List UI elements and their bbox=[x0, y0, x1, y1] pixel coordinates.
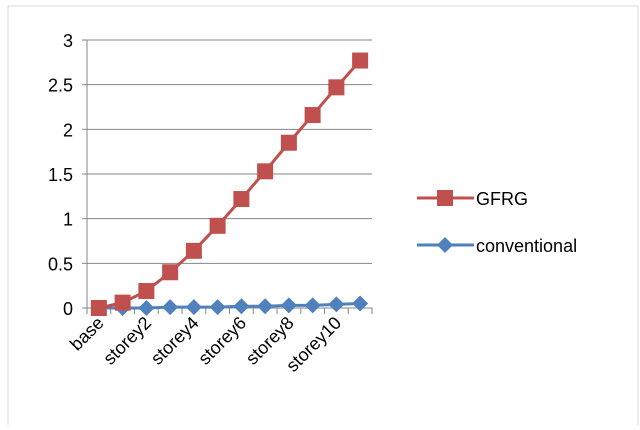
data-point bbox=[352, 295, 369, 312]
data-point bbox=[233, 191, 250, 208]
legend-marker bbox=[437, 237, 453, 253]
series-GFRG bbox=[90, 52, 369, 316]
legend-marker bbox=[437, 190, 453, 206]
y-tick-label: 0 bbox=[63, 299, 73, 319]
data-point bbox=[138, 283, 155, 300]
data-point bbox=[233, 298, 250, 315]
data-point bbox=[90, 300, 107, 316]
legend-item: GFRG bbox=[417, 189, 528, 209]
y-tick-label: 2 bbox=[63, 120, 73, 140]
data-point bbox=[304, 107, 321, 124]
data-point bbox=[138, 300, 155, 316]
data-point bbox=[280, 297, 297, 314]
data-point bbox=[209, 217, 226, 234]
series-conventional bbox=[90, 295, 369, 316]
y-tick-label: 1 bbox=[63, 210, 73, 230]
data-point bbox=[328, 79, 345, 96]
data-point bbox=[304, 297, 321, 314]
data-point bbox=[162, 264, 179, 281]
legend-item: conventional bbox=[417, 236, 577, 256]
y-tick-label: 2.5 bbox=[48, 76, 73, 96]
chart-border bbox=[7, 5, 639, 427]
series-layer bbox=[90, 52, 369, 316]
legend: GFRG conventional bbox=[417, 189, 577, 256]
data-point bbox=[114, 294, 131, 311]
y-tick-label: 0.5 bbox=[48, 254, 73, 274]
data-point bbox=[162, 299, 179, 316]
gridlines bbox=[87, 39, 372, 264]
data-point bbox=[185, 299, 202, 316]
legend-label: GFRG bbox=[476, 189, 528, 209]
data-point bbox=[257, 163, 274, 180]
data-point bbox=[280, 134, 297, 151]
data-point bbox=[257, 298, 274, 315]
y-tick-label: 1.5 bbox=[48, 165, 73, 185]
legend-label: conventional bbox=[476, 236, 577, 256]
y-tick-label: 3 bbox=[63, 31, 73, 51]
data-point bbox=[209, 299, 226, 316]
data-point bbox=[185, 242, 202, 259]
data-point bbox=[352, 52, 369, 69]
data-point bbox=[328, 296, 345, 313]
